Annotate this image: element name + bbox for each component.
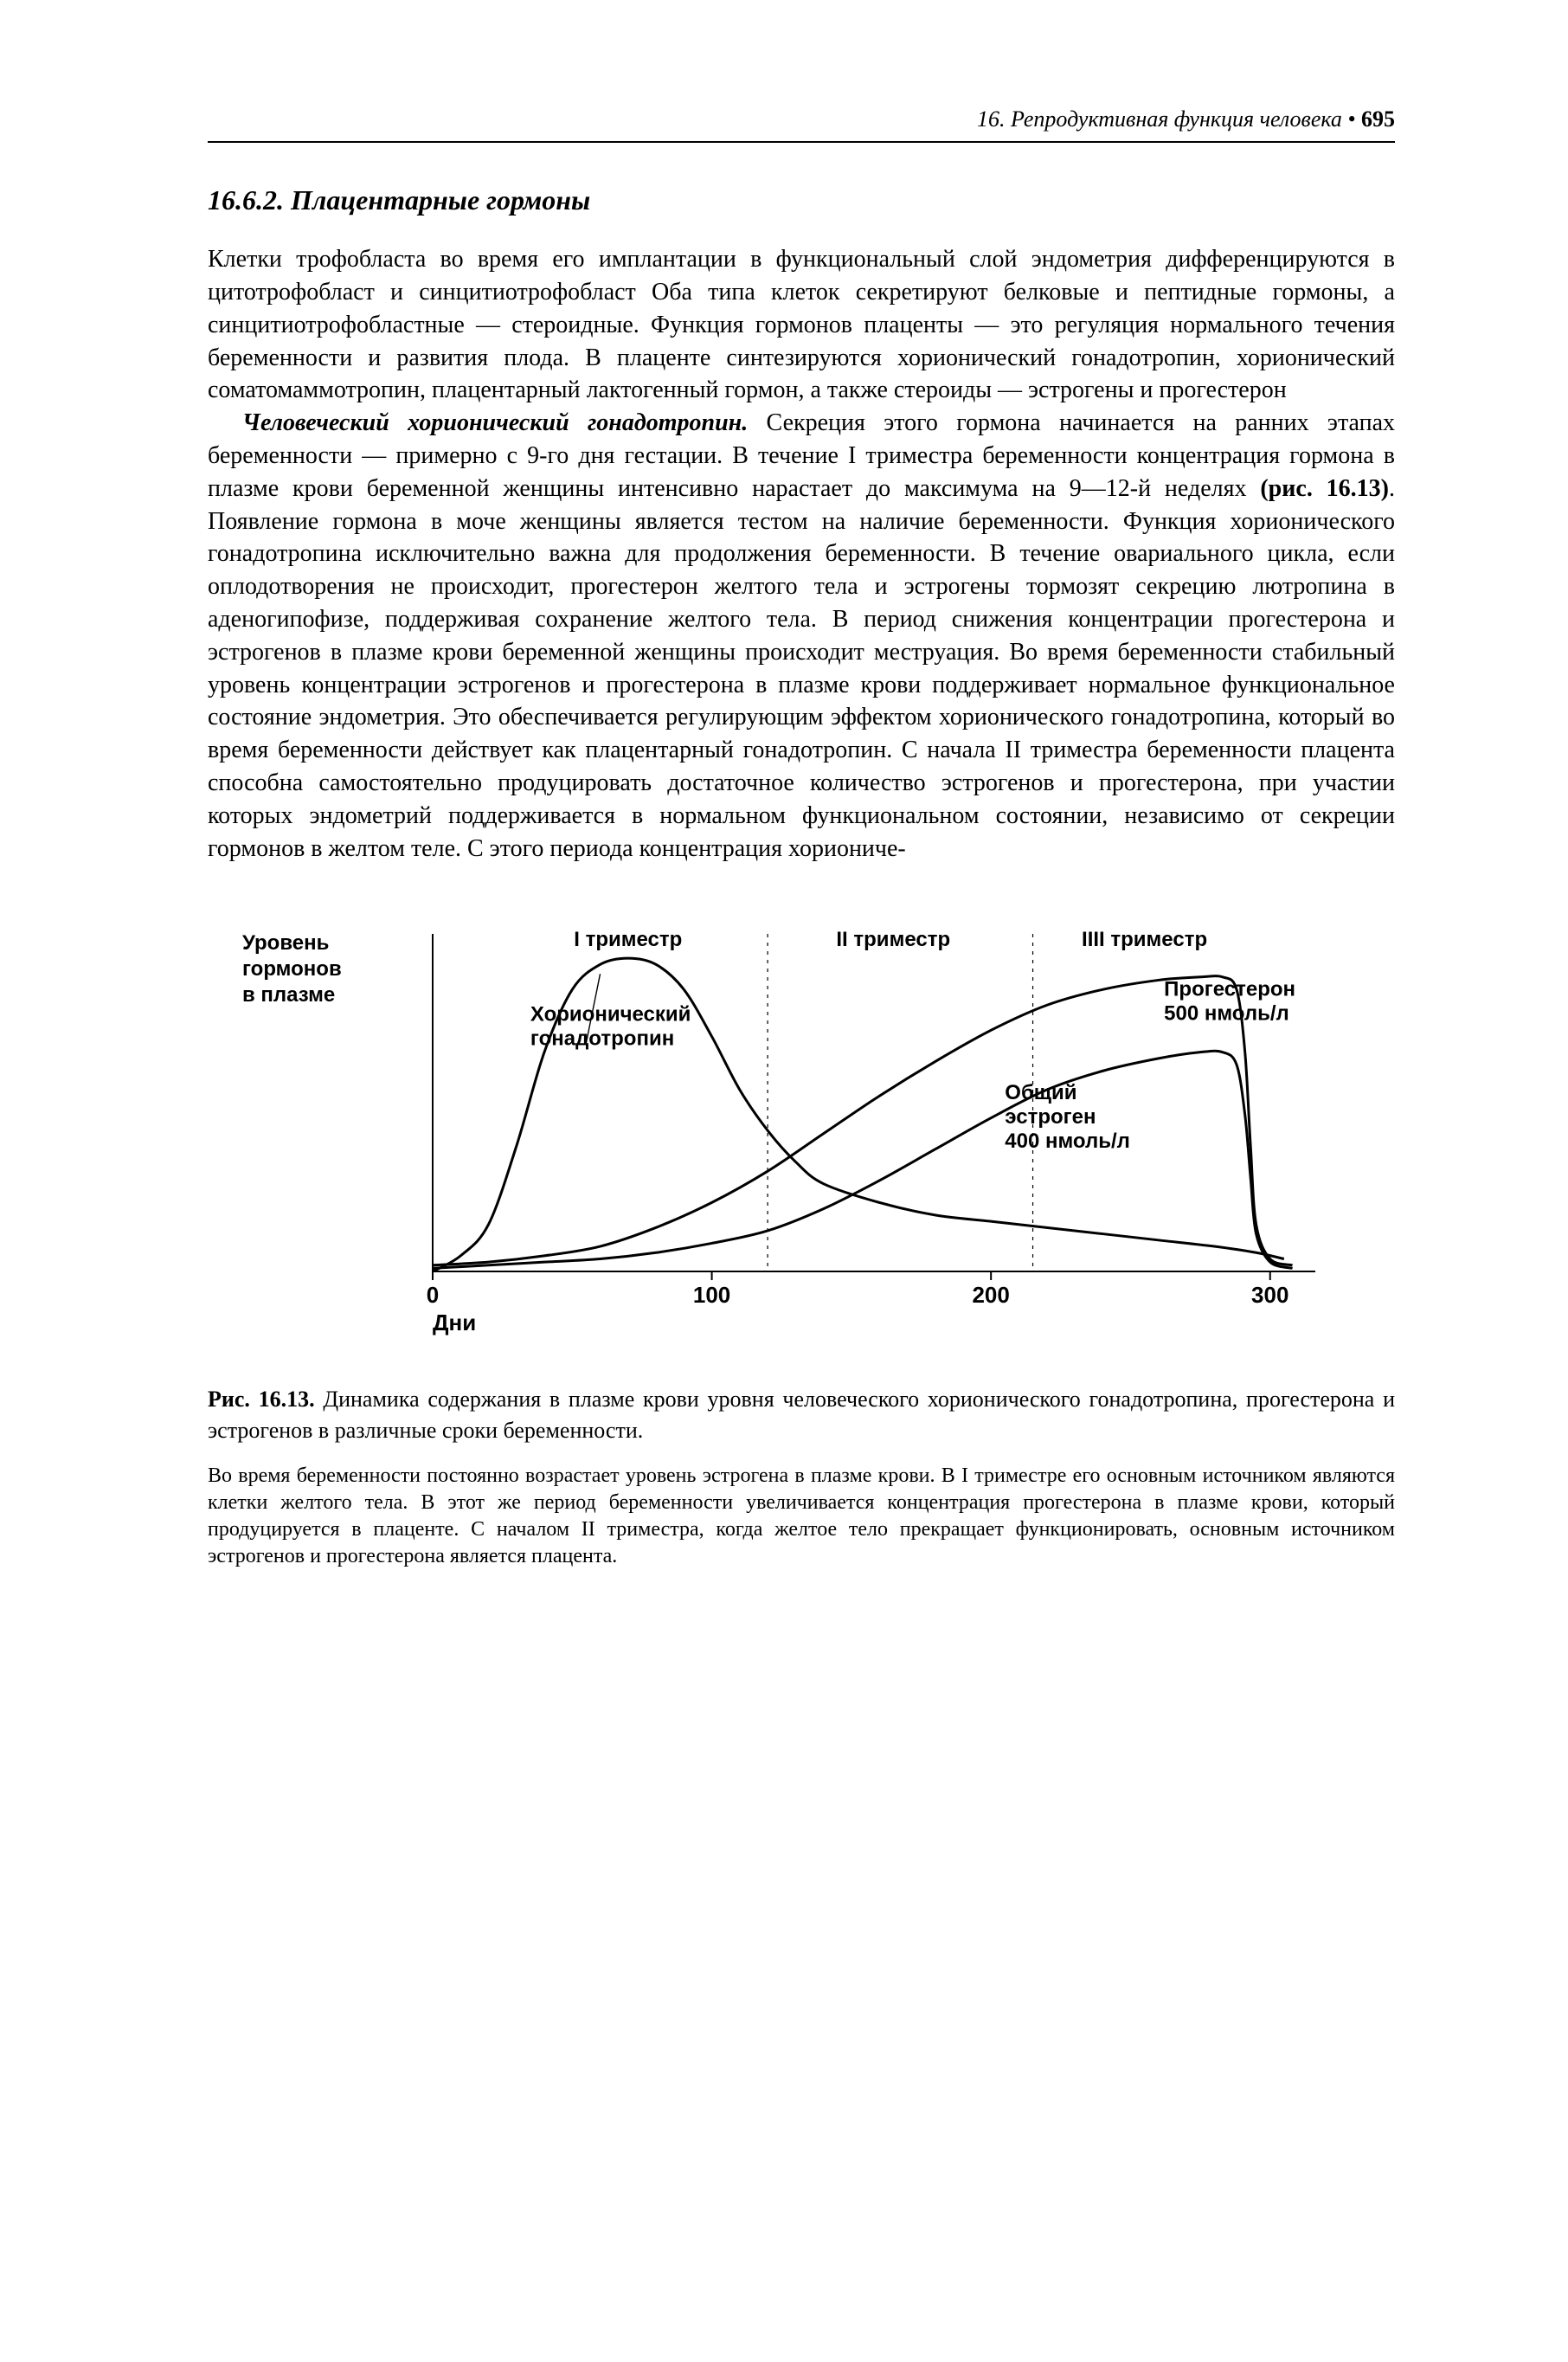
figure-caption-text: Динамика содержания в плазме крови уровн…: [208, 1387, 1395, 1442]
p2-lead: Человеческий хорионический гонадотропин.: [242, 409, 748, 436]
figure-caption: Рис. 16.13. Динамика содержания в плазме…: [208, 1384, 1395, 1445]
svg-text:500 нмоль/л: 500 нмоль/л: [1164, 1002, 1289, 1026]
svg-text:Прогестерон: Прогестерон: [1164, 978, 1295, 1001]
svg-text:300: 300: [1251, 1282, 1288, 1308]
svg-text:гормонов: гормонов: [242, 957, 342, 981]
svg-text:0: 0: [427, 1282, 439, 1308]
svg-text:200: 200: [972, 1282, 1009, 1308]
running-header: 16. Репродуктивная функция человека • 69…: [208, 104, 1395, 134]
svg-text:Уровень: Уровень: [242, 931, 329, 955]
paragraph-2: Человеческий хорионический гонадотропин.…: [208, 407, 1395, 865]
svg-text:400 нмоль/л: 400 нмоль/л: [1005, 1130, 1130, 1153]
svg-text:эстроген: эстроген: [1005, 1105, 1096, 1129]
svg-text:Хорионический: Хорионический: [530, 1003, 691, 1027]
p2-part-b: . Появление гормона в моче женщины являе…: [208, 475, 1395, 862]
section-heading: 16.6.2. Плацентарные гормоны: [208, 182, 1395, 219]
svg-text:II триместр: II триместр: [836, 928, 950, 951]
svg-text:IIII триместр: IIII триместр: [1082, 928, 1207, 951]
chapter-title: 16. Репродуктивная функция человека: [977, 106, 1342, 132]
hormone-chart: 0 100 200 300 Дни Уровеньгормоновв плазме I тр…: [208, 908, 1395, 1358]
svg-text:гонадотропин: гонадотропин: [530, 1027, 674, 1051]
figure-fineprint: Во время беременности постоянно возраста…: [208, 1463, 1395, 1571]
figure-label: Рис. 16.13.: [208, 1387, 315, 1412]
header-separator: •: [1347, 106, 1355, 132]
svg-text:Общий: Общий: [1005, 1081, 1076, 1104]
svg-text:Дни: Дни: [433, 1310, 476, 1335]
chart-svg: 0 100 200 300 Дни Уровеньгормоновв плазме I тр…: [208, 908, 1385, 1358]
svg-text:в плазме: в плазме: [242, 983, 335, 1007]
svg-text:I триместр: I триместр: [574, 928, 682, 951]
svg-text:100: 100: [693, 1282, 730, 1308]
paragraph-1: Клетки трофобласта во время его импланта…: [208, 243, 1395, 407]
page-number: 695: [1361, 106, 1395, 132]
header-rule: [208, 141, 1395, 143]
p2-figref: (рис. 16.13): [1260, 475, 1389, 502]
